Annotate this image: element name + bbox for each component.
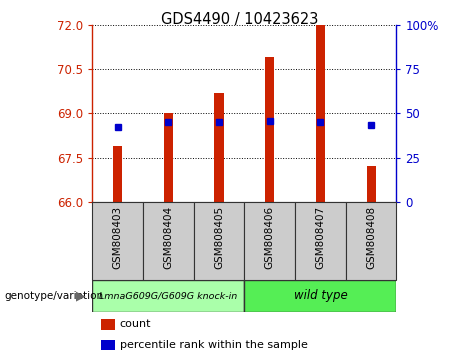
Text: genotype/variation: genotype/variation <box>5 291 104 301</box>
Text: GSM808406: GSM808406 <box>265 206 275 269</box>
Text: LmnaG609G/G609G knock-in: LmnaG609G/G609G knock-in <box>99 291 237 300</box>
FancyBboxPatch shape <box>346 202 396 280</box>
Bar <box>265 57 274 202</box>
Bar <box>164 113 173 202</box>
Text: GSM808403: GSM808403 <box>112 206 123 269</box>
FancyBboxPatch shape <box>92 202 143 280</box>
FancyBboxPatch shape <box>244 280 396 312</box>
Text: GSM808408: GSM808408 <box>366 206 376 269</box>
Bar <box>101 340 115 350</box>
Bar <box>316 25 325 202</box>
Bar <box>214 93 224 202</box>
Text: GSM808405: GSM808405 <box>214 206 224 269</box>
FancyBboxPatch shape <box>143 202 194 280</box>
FancyBboxPatch shape <box>194 202 244 280</box>
Text: GSM808404: GSM808404 <box>163 206 173 269</box>
Text: GDS4490 / 10423623: GDS4490 / 10423623 <box>161 12 319 27</box>
Text: ▶: ▶ <box>76 289 85 302</box>
Text: wild type: wild type <box>294 289 347 302</box>
FancyBboxPatch shape <box>92 280 244 312</box>
Text: count: count <box>119 320 151 330</box>
Bar <box>366 166 376 202</box>
Text: GSM808407: GSM808407 <box>315 206 325 269</box>
FancyBboxPatch shape <box>244 202 295 280</box>
FancyBboxPatch shape <box>295 202 346 280</box>
Text: percentile rank within the sample: percentile rank within the sample <box>119 340 307 350</box>
Bar <box>113 146 122 202</box>
Bar <box>101 319 115 330</box>
